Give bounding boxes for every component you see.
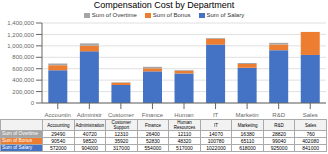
html-text:40720: 40720 xyxy=(82,131,97,137)
html-text:12310: 12310 xyxy=(114,131,129,137)
svg-text:Accounting: Accounting xyxy=(45,112,71,119)
svg-text:1,200,000: 1,200,000 xyxy=(8,32,35,38)
svg-text:Administration: Administration xyxy=(77,112,102,119)
html-text:402080: 402080 xyxy=(302,138,319,144)
svg-text:CustomerSupport: CustomerSupport xyxy=(108,112,134,119)
html-text:Administration: Administration xyxy=(75,122,105,128)
html-text:904000: 904000 xyxy=(81,145,99,151)
svg-text:1,400,000: 1,400,000 xyxy=(8,20,35,26)
html-text:925000: 925000 xyxy=(270,145,288,151)
svg-text:1,000,000: 1,000,000 xyxy=(8,43,35,49)
html-text:IT: IT xyxy=(214,122,218,128)
svg-text:IT: IT xyxy=(213,112,219,118)
html-text:12110: 12110 xyxy=(177,131,192,137)
html-text:317000: 317000 xyxy=(113,145,130,151)
html-text:Sum of Salary: Sum of Salary xyxy=(2,145,33,150)
html-text:52830: 52830 xyxy=(146,138,160,144)
html-text:Sum of Salary: Sum of Salary xyxy=(206,12,245,18)
html-text:Sum of Bonus: Sum of Bonus xyxy=(152,12,191,18)
html-text:760: 760 xyxy=(306,131,315,137)
html-text:618000: 618000 xyxy=(239,145,256,151)
html-text:517000: 517000 xyxy=(176,145,193,151)
html-text:R&D: R&D xyxy=(274,122,284,128)
svg-text:Sales: Sales xyxy=(303,112,318,118)
html-text:572000: 572000 xyxy=(49,145,67,151)
svg-text:HumanResources: HumanResources xyxy=(170,112,199,119)
html-text:Compensation Cost by Departmen: Compensation Cost by Department xyxy=(93,0,235,10)
html-text:Sum of Bonus: Sum of Bonus xyxy=(2,138,33,143)
svg-text:600,000: 600,000 xyxy=(12,66,34,72)
html-text:90540: 90540 xyxy=(51,138,66,144)
svg-text:800,000: 800,000 xyxy=(12,54,34,60)
html-text:14070: 14070 xyxy=(209,131,223,137)
html-text:98520: 98520 xyxy=(82,138,97,144)
html-text:35920: 35920 xyxy=(114,138,129,144)
svg-text:Finance: Finance xyxy=(142,112,164,118)
svg-text:0: 0 xyxy=(31,100,35,106)
html-text:99040: 99040 xyxy=(272,138,286,144)
html-text:841000: 841000 xyxy=(302,145,319,151)
html-text:16380: 16380 xyxy=(240,131,255,137)
html-text:1022000: 1022000 xyxy=(206,145,226,151)
html-text:554000: 554000 xyxy=(144,145,162,151)
html-text:65110: 65110 xyxy=(240,138,255,144)
html-text:26400: 26400 xyxy=(146,131,160,137)
html-text:Accounting: Accounting xyxy=(47,122,70,128)
html-text:29490: 29490 xyxy=(51,131,66,137)
svg-text:R&D: R&D xyxy=(272,112,285,118)
html-text:Marketing: Marketing xyxy=(237,122,258,128)
html-text:48320: 48320 xyxy=(177,138,192,144)
svg-text:Marketing: Marketing xyxy=(236,112,259,119)
svg-text:200,000: 200,000 xyxy=(12,89,34,95)
html-text:Sales: Sales xyxy=(305,122,317,128)
html-text:Sum of Overtime: Sum of Overtime xyxy=(91,12,137,18)
html-text:100780: 100780 xyxy=(207,138,225,144)
html-text:Sum of Overtime: Sum of Overtime xyxy=(2,131,38,136)
html-text:28820: 28820 xyxy=(272,131,286,137)
html-text:Finance: Finance xyxy=(144,122,161,128)
svg-text:400,000: 400,000 xyxy=(12,77,34,83)
